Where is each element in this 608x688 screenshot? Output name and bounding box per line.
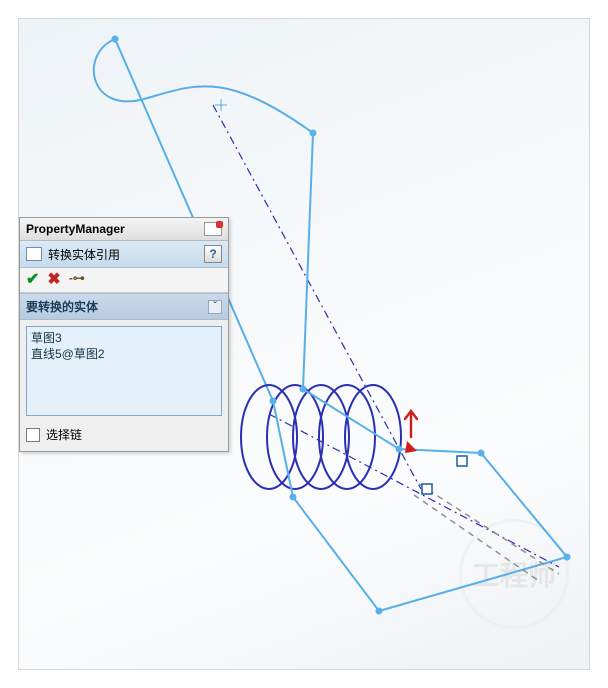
help-button[interactable]: ?: [204, 245, 222, 263]
panel-title: PropertyManager: [26, 222, 125, 236]
viewport[interactable]: 工程师 PropertyManager 转换实体引用 ? ✔ ✖ -⊶ 要转换的…: [18, 18, 590, 670]
stamp-frame: 工程师 PropertyManager 转换实体引用 ? ✔ ✖ -⊶ 要转换的…: [0, 0, 608, 688]
section-header[interactable]: 要转换的实体 ˇ: [20, 293, 228, 320]
action-bar: ✔ ✖ -⊶: [20, 268, 228, 293]
entity-item[interactable]: 直线5@草图2: [31, 346, 217, 362]
property-manager-panel: PropertyManager 转换实体引用 ? ✔ ✖ -⊶ 要转换的实体 ˇ…: [19, 217, 229, 452]
section-title: 要转换的实体: [26, 298, 98, 315]
panel-titlebar[interactable]: PropertyManager: [20, 218, 228, 241]
ok-button[interactable]: ✔: [26, 272, 39, 288]
feature-label: 转换实体引用: [48, 246, 120, 263]
select-chain-row[interactable]: 选择链: [26, 426, 222, 443]
feature-header: 转换实体引用 ?: [20, 241, 228, 268]
pin-button[interactable]: -⊶: [69, 272, 87, 286]
section-body: 草图3直线5@草图2 选择链: [20, 320, 228, 451]
entity-item[interactable]: 草图3: [31, 330, 217, 346]
collapse-icon[interactable]: ˇ: [208, 300, 222, 314]
panel-mode-icon[interactable]: [204, 222, 222, 236]
select-chain-label: 选择链: [46, 426, 82, 443]
cancel-button[interactable]: ✖: [47, 272, 60, 288]
select-chain-checkbox[interactable]: [26, 428, 40, 442]
entity-list[interactable]: 草图3直线5@草图2: [26, 326, 222, 416]
convert-entities-icon: [26, 247, 42, 261]
